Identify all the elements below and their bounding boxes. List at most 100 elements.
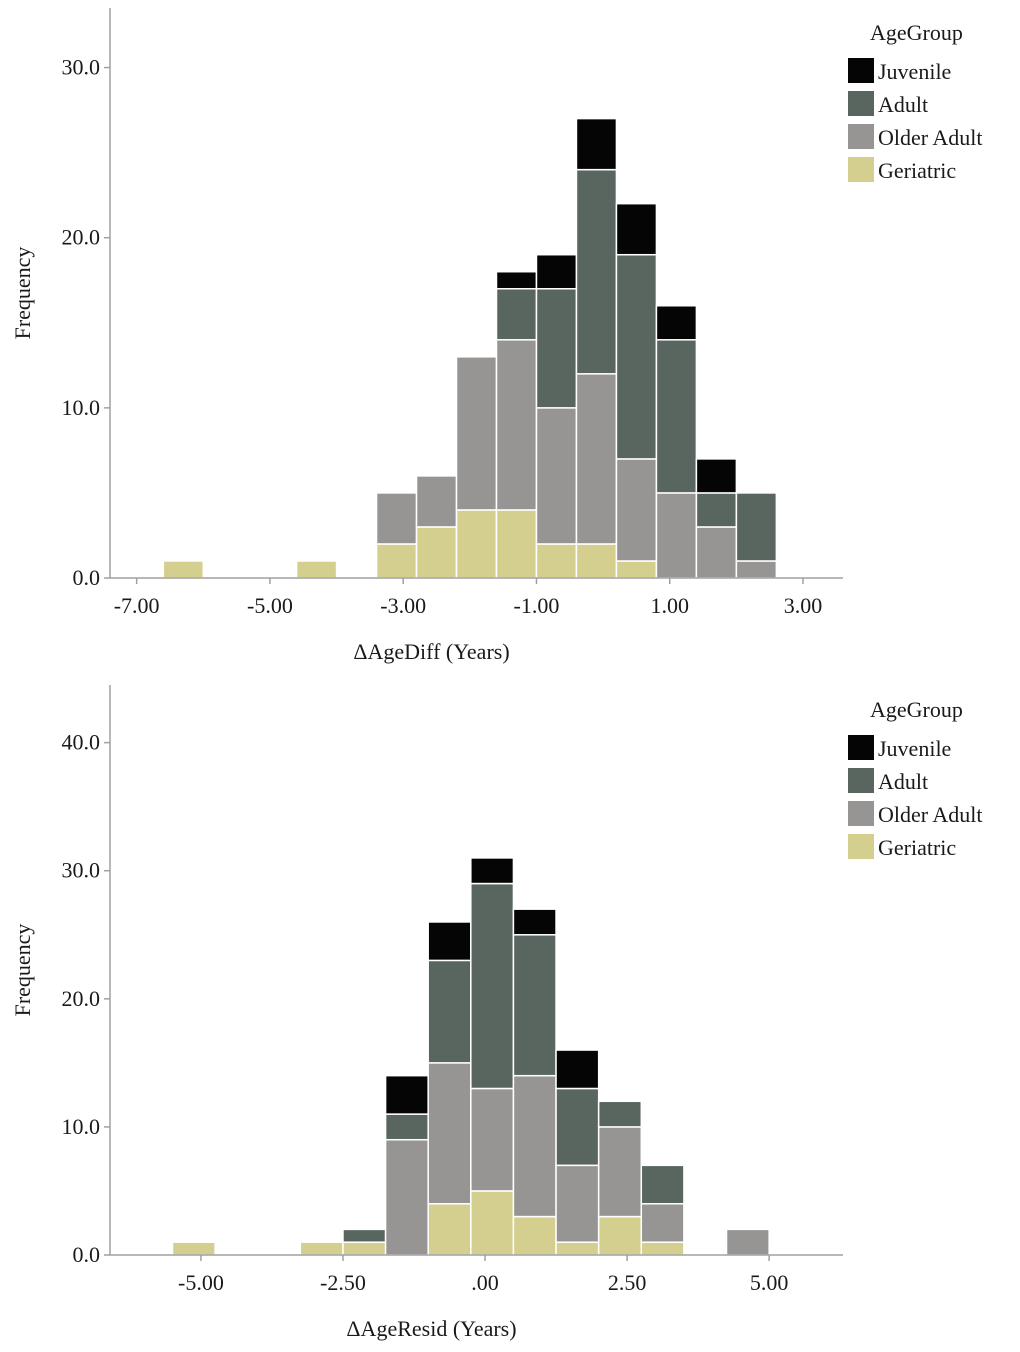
bar-adult (535, 288, 578, 409)
x-tick-label: 1.00 (650, 593, 689, 618)
legend-label: Older Adult (878, 802, 983, 827)
bar-adult (575, 168, 618, 375)
legend-label: Geriatric (878, 158, 956, 183)
y-tick-label: 20.0 (62, 225, 101, 250)
legend-swatch (848, 735, 874, 760)
bar-older-adult (512, 1074, 557, 1218)
bar-geriatric (455, 509, 498, 579)
bar-juvenile (427, 921, 472, 962)
bar-older-adult (384, 1138, 429, 1256)
x-axis-title: ΔAgeResid (Years) (346, 1316, 516, 1341)
bar-geriatric (495, 509, 538, 579)
y-tick-label: 30.0 (62, 858, 101, 883)
bar-geriatric (427, 1203, 472, 1256)
bar-geriatric (375, 543, 418, 579)
bar-geriatric (342, 1241, 387, 1256)
bar-older-adult (735, 560, 778, 579)
bar-adult (342, 1228, 387, 1243)
bar-adult (470, 882, 515, 1090)
y-tick-label: 0.0 (73, 565, 101, 590)
x-tick-label: 5.00 (750, 1270, 789, 1295)
bar-older-adult (575, 373, 618, 545)
legend-label: Juvenile (878, 736, 951, 761)
bar-juvenile (512, 908, 557, 936)
x-tick-label: .00 (471, 1270, 499, 1295)
bar-geriatric (295, 560, 338, 579)
legend-swatch (848, 124, 874, 149)
bar-geriatric (575, 543, 618, 579)
y-axis-title: Frequency (10, 247, 35, 340)
legend-title: AgeGroup (870, 697, 963, 722)
bar-adult (640, 1164, 685, 1205)
legend-label: Adult (878, 769, 928, 794)
y-tick-label: 0.0 (73, 1242, 101, 1267)
y-tick-label: 10.0 (62, 395, 101, 420)
legend-swatch (848, 157, 874, 182)
legend-label: Older Adult (878, 125, 983, 150)
x-tick-label: -3.00 (380, 593, 426, 618)
bar-juvenile (470, 857, 515, 885)
bar-juvenile (695, 458, 738, 494)
y-tick-label: 30.0 (62, 55, 101, 80)
bar-geriatric (597, 1215, 643, 1256)
bar-adult (735, 492, 778, 562)
bars (162, 117, 778, 579)
bar-adult (597, 1100, 643, 1128)
bar-older-adult (455, 356, 498, 511)
legend: AgeGroup Juvenile Adult Older Adult Geriatri… (848, 20, 983, 183)
bar-older-adult (695, 526, 738, 579)
bar-juvenile (615, 202, 658, 256)
bar-geriatric (415, 526, 458, 579)
x-tick-label: -5.00 (178, 1270, 224, 1295)
y-tick-label: 10.0 (62, 1114, 101, 1139)
bar-older-adult (495, 339, 538, 511)
bar-older-adult (555, 1164, 600, 1243)
bar-geriatric (555, 1241, 600, 1256)
bar-older-adult (427, 1062, 472, 1205)
x-tick-label: -5.00 (247, 593, 293, 618)
legend-swatch (848, 801, 874, 826)
bar-adult (655, 339, 698, 494)
legend: AgeGroup Juvenile Adult Older Adult Geriatri… (848, 697, 983, 860)
bar-adult (555, 1087, 600, 1167)
bar-geriatric (512, 1215, 557, 1256)
bar-geriatric (640, 1241, 685, 1256)
bar-juvenile (655, 305, 698, 341)
bar-adult (384, 1113, 429, 1141)
bars (171, 857, 770, 1256)
bar-older-adult (535, 407, 578, 545)
bar-geriatric (299, 1241, 344, 1256)
x-tick-label: -1.00 (514, 593, 560, 618)
y-tick-label: 20.0 (62, 986, 101, 1011)
legend-swatch (848, 58, 874, 83)
bar-older-adult (640, 1203, 685, 1243)
legend-label: Juvenile (878, 59, 951, 84)
bar-older-adult (615, 458, 658, 562)
bar-older-adult (375, 492, 418, 545)
bar-geriatric (535, 543, 578, 579)
legend-label: Adult (878, 92, 928, 117)
y-tick-label: 40.0 (62, 730, 101, 755)
bar-geriatric (615, 560, 658, 579)
bar-juvenile (495, 270, 538, 290)
legend-swatch (848, 768, 874, 793)
x-tick-label: 3.00 (784, 593, 823, 618)
bar-older-adult (725, 1228, 770, 1256)
bar-geriatric (470, 1190, 515, 1256)
x-tick-label: -7.00 (114, 593, 160, 618)
bar-adult (495, 288, 538, 341)
legend-swatch (848, 834, 874, 859)
bar-juvenile (555, 1049, 600, 1090)
x-tick-label: -2.50 (320, 1270, 366, 1295)
bar-juvenile (535, 253, 578, 290)
legend-swatch (848, 91, 874, 116)
bar-geriatric (162, 560, 205, 579)
bar-adult (615, 253, 658, 460)
legend-title: AgeGroup (870, 20, 963, 45)
bar-juvenile (384, 1074, 429, 1115)
panel-ageresid: 0.0 10.0 20.0 30.0 40.0 -5.00 -2.50 .00 2.50 5.00… (10, 685, 983, 1341)
legend-label: Geriatric (878, 835, 956, 860)
x-axis-title: ΔAgeDiff (Years) (353, 639, 509, 664)
